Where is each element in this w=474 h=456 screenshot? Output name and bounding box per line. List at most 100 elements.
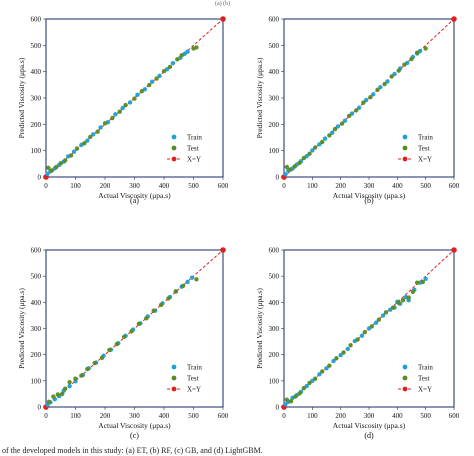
x-tick-label: 0: [282, 412, 286, 420]
test-point: [79, 373, 84, 378]
test-point: [136, 321, 142, 326]
train-point: [71, 149, 77, 154]
x-tick-label: 300: [364, 412, 375, 420]
y-tick-label: 200: [269, 351, 280, 359]
train-point: [283, 402, 288, 407]
y-tick-label: 500: [31, 42, 42, 50]
test-point: [288, 399, 294, 404]
test-point: [147, 82, 152, 88]
test-point: [107, 347, 112, 353]
test-point: [312, 376, 318, 381]
test-point: [327, 133, 332, 138]
train-point: [189, 275, 195, 280]
x-tick-label: 500: [188, 412, 199, 420]
legend-xy-label: X=Y: [187, 386, 201, 394]
x-tick-label: 400: [392, 182, 403, 190]
legend-train-label: Train: [418, 364, 433, 372]
train-point: [322, 136, 328, 141]
test-point: [362, 329, 367, 335]
legend-xy-marker: [402, 156, 408, 162]
y-tick-label: 200: [269, 121, 280, 129]
test-point: [332, 126, 338, 132]
legend-test-marker: [402, 375, 408, 381]
test-point: [361, 100, 366, 105]
test-point: [62, 158, 68, 163]
y-tick-label: 300: [31, 95, 42, 103]
test-point: [346, 113, 352, 119]
test-point: [58, 161, 63, 166]
train-point: [359, 333, 365, 339]
y-tick-label: 100: [31, 147, 42, 155]
test-point: [180, 283, 186, 289]
train-point: [127, 100, 133, 105]
legend-train-marker: [171, 364, 177, 370]
xy-end-point: [220, 16, 226, 22]
train-point: [113, 112, 118, 117]
x-tick-label: 200: [100, 182, 111, 190]
test-point: [375, 87, 380, 93]
y-tick-label: 0: [38, 174, 42, 182]
test-point: [292, 164, 297, 169]
train-point: [310, 148, 315, 153]
legend-train-marker: [402, 134, 408, 140]
y-tick-label: 0: [38, 404, 42, 412]
test-point: [396, 68, 401, 73]
x-tick-label: 0: [44, 412, 48, 420]
train-point: [329, 130, 335, 135]
test-point: [110, 115, 115, 121]
x-tick-label: 200: [100, 412, 111, 420]
x-axis-label: Actual Viscosity (μpa.s): [98, 191, 171, 200]
y-tick-label: 300: [269, 95, 280, 103]
test-point: [293, 394, 298, 399]
y-tick-label: 600: [31, 16, 42, 24]
train-point: [324, 366, 329, 371]
x-tick-label: 300: [364, 182, 375, 190]
legend-train-marker: [171, 134, 177, 140]
test-point: [297, 160, 302, 165]
legend-xy-marker: [171, 156, 177, 162]
test-point: [355, 337, 360, 342]
y-tick-label: 500: [269, 42, 280, 50]
test-point: [376, 317, 382, 322]
train-point: [378, 85, 383, 90]
test-point: [117, 109, 122, 114]
y-tick-label: 400: [31, 299, 42, 307]
x-tick-label: 600: [218, 412, 229, 420]
test-point: [390, 305, 396, 310]
xy-end-point: [220, 247, 226, 253]
legend-test-marker: [402, 145, 408, 151]
test-point: [423, 46, 428, 51]
test-point: [414, 50, 420, 55]
xy-end-point: [451, 247, 457, 253]
test-point: [327, 363, 332, 368]
y-tick-label: 0: [276, 404, 280, 412]
test-point: [284, 164, 290, 170]
train-point: [335, 124, 341, 129]
panel-3: 0 100 200 300 400 500 600 0 100 200 300 400 500 600 Ac…: [17, 247, 229, 441]
y-tick-label: 400: [269, 68, 280, 76]
train-point: [150, 79, 155, 84]
x-axis-label: Actual Viscosity (μpa.s): [333, 421, 406, 430]
train-point: [45, 171, 50, 177]
test-point: [49, 168, 55, 173]
test-point: [62, 386, 68, 391]
x-tick-label: 500: [420, 182, 431, 190]
legend: Train Test X=Y: [398, 134, 433, 164]
test-point: [307, 380, 312, 386]
test-point: [301, 155, 307, 161]
test-point: [95, 129, 100, 134]
test-point: [51, 394, 56, 399]
legend: Train Test X=Y: [167, 134, 202, 164]
test-point: [369, 324, 375, 329]
train-point: [345, 346, 350, 352]
test-point: [339, 121, 345, 126]
test-point: [123, 102, 128, 108]
test-point: [194, 277, 199, 282]
x-tick-label: 500: [420, 412, 431, 420]
x-tick-label: 100: [307, 412, 318, 420]
y-axis-label: Predicted Viscosity (μpa.s): [255, 57, 264, 138]
y-tick-label: 300: [31, 325, 42, 333]
train-point: [373, 320, 379, 325]
